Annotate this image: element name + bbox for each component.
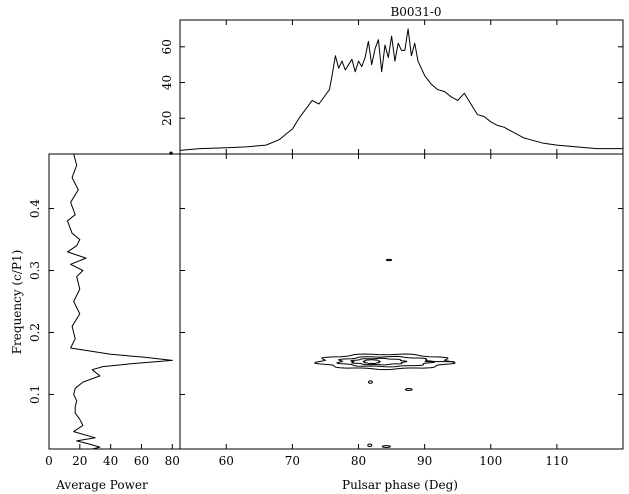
- pulsar-phase-tick-label: 60: [219, 454, 234, 468]
- pulsar-phase-tick-label: 70: [285, 454, 300, 468]
- average-power-y-ticks: 0.1 0.2 0.3 0.4: [28, 199, 54, 404]
- pulsar-phase-tick-label: 100: [479, 454, 502, 468]
- profile-x-ticks: [225, 20, 558, 154]
- contour-panel: 60 70 80 90 100 110 Pulsar phase (Deg): [179, 153, 624, 492]
- average-power-x-tick-label: 20: [72, 454, 87, 468]
- average-power-x-ticks: 0 20 40 60 80: [45, 444, 180, 468]
- contour-line: [367, 443, 373, 447]
- average-power-x-tick-label: 0: [45, 454, 53, 468]
- frequency-tick-label: 0.2: [28, 323, 42, 342]
- average-power-x-tick-label: 80: [165, 454, 180, 468]
- contour-line: [314, 353, 456, 371]
- profile-line: [179, 28, 623, 151]
- contour-line: [336, 355, 436, 368]
- contour-line: [405, 388, 413, 391]
- pulsar-phase-tick-label: 110: [545, 454, 568, 468]
- frequency-tick-label: 0.4: [28, 199, 42, 218]
- frequency-tick-label: 0.1: [28, 385, 42, 404]
- average-power-x-tick-label: 40: [103, 454, 118, 468]
- average-power-frame: [48, 153, 181, 450]
- contour-frame: [179, 153, 624, 450]
- contour-lines: [314, 258, 456, 449]
- frequency-tick-label: 0.3: [28, 261, 42, 280]
- average-power-line: [67, 153, 173, 450]
- profile-y-tick-label: 40: [160, 75, 174, 90]
- contour-x-ticks: 60 70 80 90 100 110: [219, 154, 568, 468]
- chart-title: B0031-0: [390, 5, 441, 19]
- contour-line: [350, 357, 408, 366]
- average-power-panel: 0 20 40 60 80 0.1 0.2 0.3 0.4 Average Power Fre…: [10, 153, 181, 492]
- profile-y-tick-label: 20: [160, 111, 174, 126]
- profile-y-tick-label: 60: [160, 39, 174, 54]
- contour-line: [385, 258, 393, 262]
- contour-line: [362, 359, 381, 364]
- frequency-y-axis-label: Frequency (c/P1): [10, 250, 24, 355]
- contour-y-ticks: [180, 208, 623, 395]
- contour-line: [367, 380, 373, 384]
- profile-frame: [179, 19, 624, 155]
- pulsar-phase-x-axis-label: Pulsar phase (Deg): [342, 478, 458, 492]
- average-power-x-tick-label: 60: [134, 454, 149, 468]
- average-power-x-axis-label: Average Power: [55, 478, 148, 492]
- pulsar-phase-tick-label: 80: [351, 454, 366, 468]
- pulsar-phase-tick-label: 90: [417, 454, 432, 468]
- contour-line: [381, 445, 392, 449]
